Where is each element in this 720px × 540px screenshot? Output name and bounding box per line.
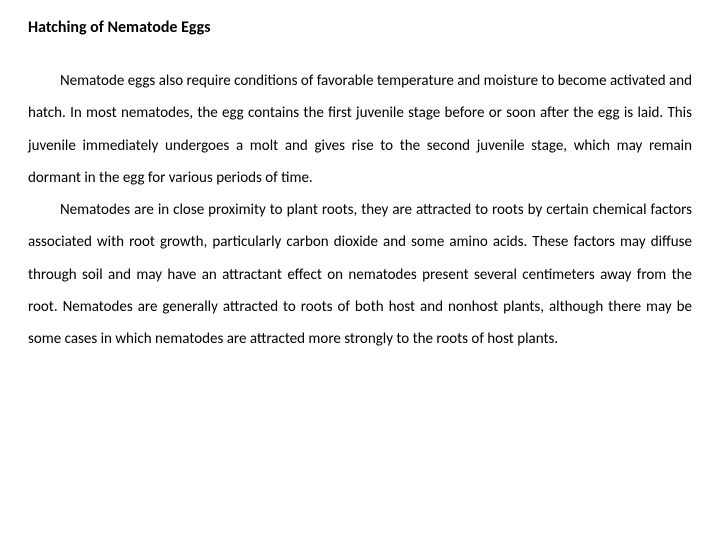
body-paragraph: Nematode eggs also require conditions of… <box>28 65 692 194</box>
body-paragraph: Nematodes are in close proximity to plan… <box>28 194 692 355</box>
section-heading: Hatching of Nematode Eggs <box>28 18 692 37</box>
document-page: Hatching of Nematode Eggs Nematode eggs … <box>0 0 720 373</box>
